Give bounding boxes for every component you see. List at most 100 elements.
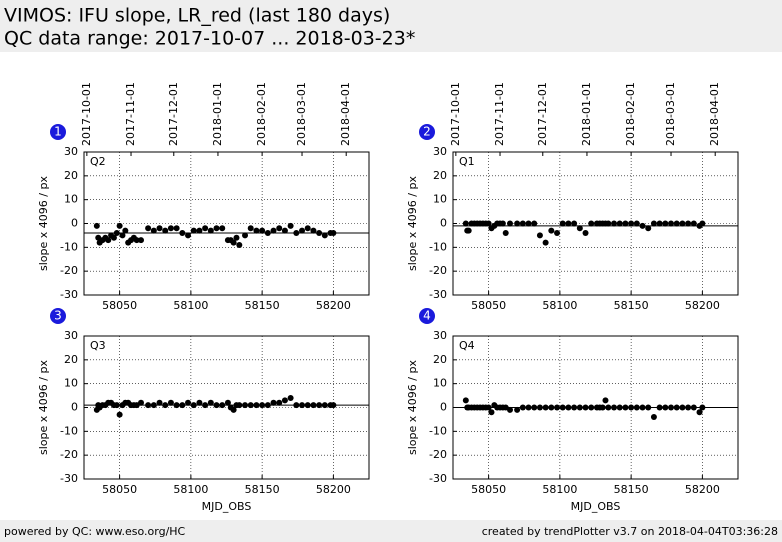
point (662, 220, 669, 227)
point (162, 402, 169, 409)
point (247, 225, 254, 232)
y-tick-label: 10 (433, 377, 447, 390)
point (173, 402, 180, 409)
y-tick-label: 0 (440, 401, 447, 414)
point (485, 404, 492, 411)
point (185, 232, 192, 239)
x-tick-label: 58150 (614, 299, 649, 312)
point (673, 404, 680, 411)
point (224, 399, 231, 406)
y-tick-label: -30 (429, 472, 447, 485)
y-axis-label: slope x 4096 / px (406, 360, 419, 455)
point (668, 220, 675, 227)
point (554, 404, 561, 411)
badge (50, 308, 66, 324)
x-tick-label: 58150 (614, 483, 649, 496)
point (321, 232, 328, 239)
point (179, 402, 186, 409)
x2-tick-label: 2017-10-01 (80, 82, 93, 146)
point (605, 404, 612, 411)
plot-frame (452, 151, 739, 296)
point (236, 241, 243, 248)
point (531, 220, 538, 227)
x2-tick-label: 2017-11-01 (493, 82, 506, 146)
point (287, 394, 294, 401)
point (110, 234, 117, 241)
point (316, 230, 323, 237)
y-tick-label: -10 (429, 240, 447, 253)
point (685, 220, 692, 227)
badge-label: 1 (54, 125, 62, 139)
point (502, 230, 509, 237)
point (264, 402, 271, 409)
header-bg (0, 0, 782, 52)
point (310, 227, 317, 234)
point (242, 232, 249, 239)
point (525, 220, 532, 227)
point (156, 225, 163, 232)
point (668, 404, 675, 411)
point (190, 402, 197, 409)
point (242, 402, 249, 409)
point (196, 227, 203, 234)
point (542, 404, 549, 411)
point (133, 237, 140, 244)
point (605, 220, 612, 227)
point (622, 220, 629, 227)
y-tick-label: 30 (64, 145, 78, 158)
point (633, 404, 640, 411)
y-tick-label: -10 (429, 424, 447, 437)
x-tick-label: 58100 (542, 483, 577, 496)
point (673, 220, 680, 227)
point (548, 227, 555, 234)
y-tick-label: 30 (433, 145, 447, 158)
x2-tick-label: 2018-03-01 (664, 82, 677, 146)
point (588, 404, 595, 411)
y-tick-label: 10 (64, 193, 78, 206)
point (316, 402, 323, 409)
point (105, 237, 112, 244)
point (576, 225, 583, 232)
point (565, 220, 572, 227)
point (622, 404, 629, 411)
badge (50, 124, 66, 140)
point (571, 220, 578, 227)
point (173, 225, 180, 232)
point (588, 220, 595, 227)
point (299, 227, 306, 234)
x-tick-label: 58150 (245, 483, 280, 496)
point (650, 220, 657, 227)
x2-tick-label: 2017-10-01 (449, 82, 462, 146)
point (150, 402, 157, 409)
point (304, 402, 311, 409)
panel-label: Q3 (90, 339, 106, 352)
point (679, 404, 686, 411)
point (576, 404, 583, 411)
x-tick-label: 58100 (542, 299, 577, 312)
point (207, 399, 214, 406)
point (167, 399, 174, 406)
point (270, 399, 277, 406)
point (196, 399, 203, 406)
y-tick-label: -20 (60, 264, 78, 277)
point (699, 220, 706, 227)
point (202, 225, 209, 232)
badge (419, 124, 435, 140)
point (645, 404, 652, 411)
x-tick-label: 58100 (173, 483, 208, 496)
x2-tick-label: 2018-04-01 (339, 82, 352, 146)
point (219, 402, 226, 409)
x-tick-label: 58200 (316, 483, 351, 496)
point (559, 220, 566, 227)
point (119, 232, 126, 239)
badge-label: 3 (54, 309, 62, 323)
point (167, 225, 174, 232)
y-tick-label: 10 (64, 377, 78, 390)
y-tick-label: -30 (60, 472, 78, 485)
point (138, 237, 144, 244)
y-tick-label: 10 (433, 193, 447, 206)
point (213, 402, 220, 409)
x-tick-label: 58050 (102, 483, 137, 496)
point (488, 409, 495, 416)
